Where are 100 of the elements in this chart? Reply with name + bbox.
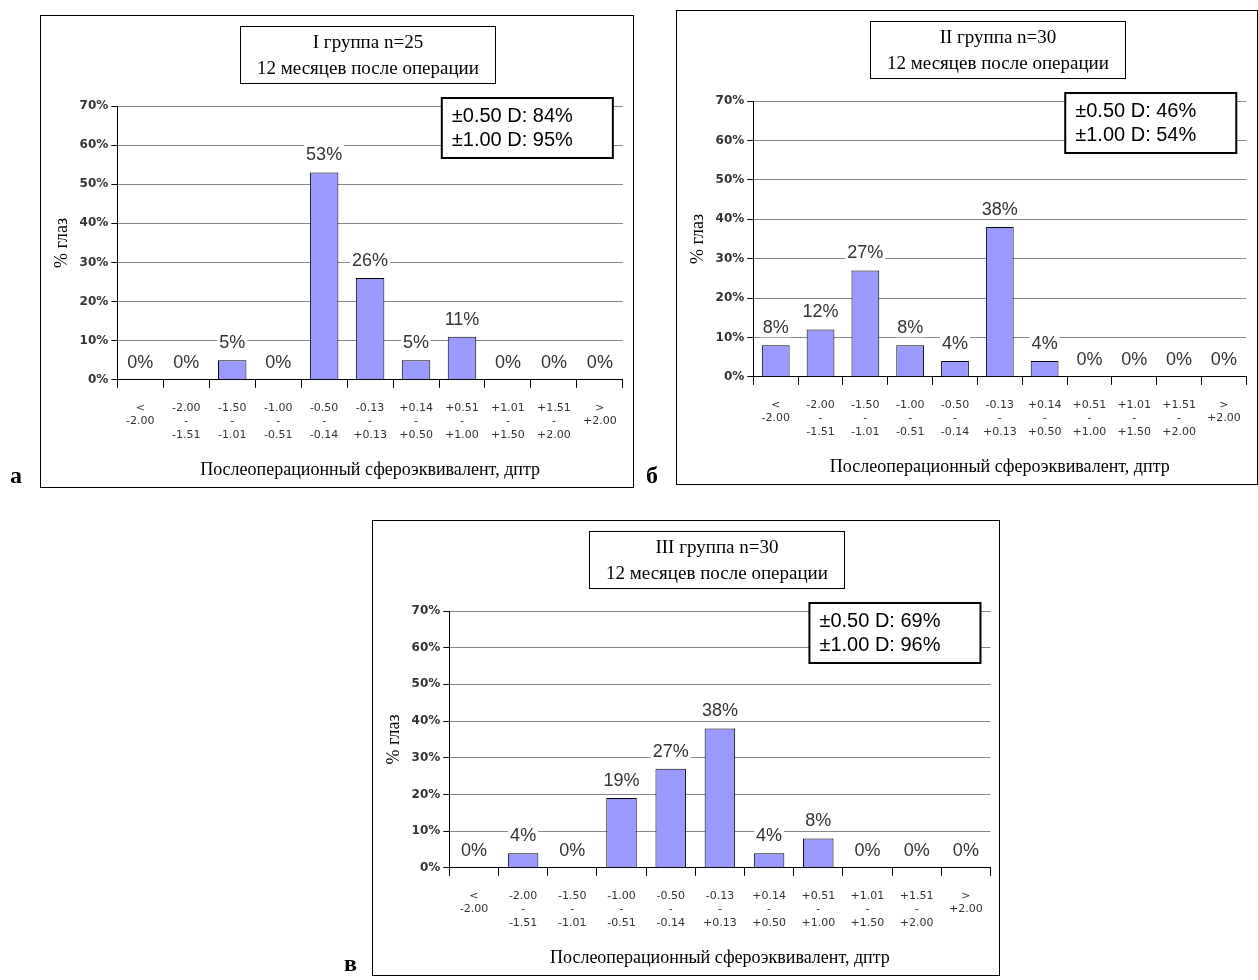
data-label: 4%: [1031, 333, 1058, 354]
y-tick-label: 40%: [715, 211, 745, 226]
data-label: 8%: [805, 810, 832, 831]
y-tick-label: 10%: [411, 823, 441, 838]
y-tick-label: 60%: [79, 137, 109, 152]
y-tick-label: 50%: [79, 176, 109, 191]
data-label: 0%: [952, 839, 979, 860]
y-tick-label: 20%: [715, 290, 745, 305]
y-tick-label: 30%: [79, 254, 109, 269]
data-label: 53%: [306, 144, 343, 165]
y-tick-label: 0%: [87, 371, 109, 386]
annotation: ±0.50 D: 84%: [451, 103, 574, 126]
data-label: 0%: [127, 351, 154, 372]
x-tick-label: > +2.00: [1207, 398, 1241, 425]
data-label: 19%: [603, 770, 640, 791]
y-tick-label: 0%: [419, 859, 441, 874]
data-label: 0%: [1076, 348, 1103, 369]
data-label: 5%: [403, 332, 430, 353]
x-tick-label: +0.51 - +1.00: [445, 401, 479, 441]
y-tick-label: 60%: [411, 639, 441, 654]
chart-title: III группа n=30: [654, 535, 780, 559]
data-label: 0%: [494, 351, 521, 372]
data-label: 26%: [352, 250, 389, 271]
data-label: 0%: [460, 839, 487, 860]
data-label: 0%: [540, 351, 567, 372]
y-tick-label: 50%: [411, 676, 441, 691]
x-tick-label: -1.00 - -0.51: [607, 889, 636, 929]
annotation: ±0.50 D: 46%: [1075, 98, 1197, 121]
x-tick-label: -0.50 - -0.14: [656, 889, 685, 929]
x-tick-label: -2.00 - -1.51: [806, 398, 835, 438]
data-label: 0%: [1121, 348, 1148, 369]
text: б: [646, 462, 658, 489]
y-tick-label: 10%: [715, 329, 745, 344]
text: в: [344, 950, 357, 977]
y-tick-label: 0%: [723, 368, 745, 383]
data-label: 0%: [903, 839, 930, 860]
x-axis-title: Послеоперационный сфероэквивалент, дптр: [829, 455, 1170, 476]
x-tick-label: +0.51 - +1.00: [1072, 398, 1107, 438]
y-axis-title: % глаз: [686, 213, 707, 264]
x-tick-label: -2.00 - -1.51: [172, 401, 201, 441]
x-tick-label: -1.00 - -0.51: [895, 398, 925, 438]
x-tick-label: > +2.00: [949, 889, 983, 916]
text: а: [10, 462, 22, 489]
x-tick-label: -1.50 - -1.01: [558, 889, 587, 929]
x-tick-label: +0.14 - +0.50: [399, 401, 433, 441]
data-label: 27%: [847, 242, 884, 263]
annotation: ±0.50 D: 69%: [819, 608, 941, 631]
x-tick-label: +0.14 - +0.50: [1027, 398, 1062, 438]
x-tick-label: +1.51 - +2.00: [537, 401, 571, 441]
y-tick-label: 70%: [411, 603, 441, 618]
x-tick-label: -0.13 - +0.13: [703, 889, 737, 929]
y-tick-label: 30%: [715, 250, 745, 265]
data-label: 8%: [897, 317, 924, 338]
y-tick-label: 40%: [411, 713, 441, 728]
chart-title: II группа n=30: [938, 25, 1058, 49]
annotation: ±1.00 D: 96%: [819, 632, 941, 655]
y-tick-label: 70%: [79, 98, 109, 113]
x-tick-label: < -2.00: [459, 889, 489, 916]
data-label: 0%: [1210, 348, 1237, 369]
x-axis-title: Послеоперационный сфероэквивалент, дптр: [200, 458, 541, 479]
y-tick-label: 10%: [79, 332, 109, 347]
y-tick-label: 40%: [79, 215, 109, 230]
y-tick-label: 70%: [715, 93, 745, 108]
data-label: 38%: [981, 199, 1018, 220]
data-label: 0%: [1166, 348, 1193, 369]
chart-title: I группа n=25: [311, 30, 425, 54]
data-label: 8%: [762, 317, 789, 338]
y-tick-label: 50%: [715, 171, 745, 186]
x-tick-label: +1.51 - +2.00: [1162, 398, 1196, 438]
x-tick-label: > +2.00: [583, 401, 617, 428]
data-label: 0%: [173, 351, 200, 372]
x-tick-label: -1.00 - -0.51: [263, 401, 293, 441]
x-tick-label: -1.50 - -1.01: [217, 401, 247, 441]
chart-subtitle: 12 месяцев после операции: [887, 51, 1109, 75]
data-label: 5%: [219, 332, 246, 353]
x-tick-label: -0.50 - -0.14: [309, 401, 339, 441]
data-label: 0%: [854, 839, 881, 860]
y-axis-title: % глаз: [50, 217, 71, 268]
data-label: 12%: [802, 301, 839, 322]
x-tick-label: -2.00 - -1.51: [508, 889, 538, 929]
annotation: ±1.00 D: 95%: [451, 127, 574, 150]
data-label: 0%: [265, 351, 292, 372]
data-label: 27%: [652, 740, 689, 761]
chart-subtitle: 12 месяцев после операции: [606, 561, 828, 585]
x-tick-label: +1.51 - +2.00: [899, 889, 934, 929]
data-label: 4%: [510, 825, 537, 846]
x-axis-title: Послеоперационный сфероэквивалент, дптр: [549, 946, 890, 967]
x-tick-label: +0.14 - +0.50: [752, 889, 786, 929]
data-label: 4%: [941, 333, 968, 354]
x-tick-label: +1.01 - +1.50: [491, 401, 525, 441]
x-tick-label: -1.50 - -1.01: [851, 398, 880, 438]
x-tick-label: +1.01 - +1.50: [1117, 398, 1152, 438]
y-tick-label: 20%: [79, 293, 109, 308]
data-label: 0%: [559, 839, 586, 860]
y-tick-label: 20%: [411, 786, 441, 801]
data-label: 38%: [701, 700, 738, 721]
x-tick-label: -0.50 - -0.14: [940, 398, 970, 438]
x-tick-label: < -2.00: [126, 401, 155, 428]
data-label: 4%: [756, 825, 783, 846]
x-tick-label: < -2.00: [761, 398, 790, 425]
